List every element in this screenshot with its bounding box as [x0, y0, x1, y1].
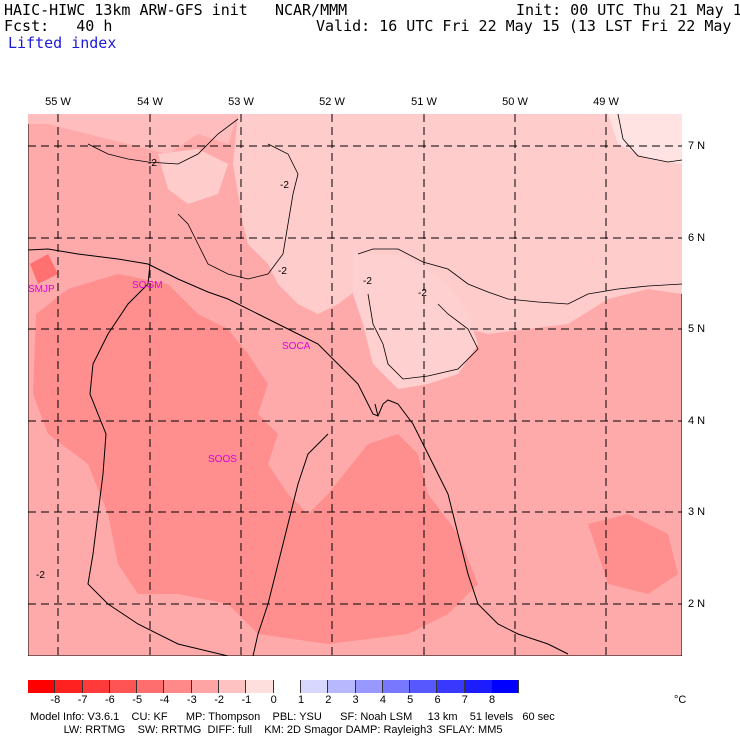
contour-label: -2	[363, 276, 372, 287]
lat-label: 3 N	[688, 506, 706, 518]
field-region-dark	[33, 274, 478, 644]
lat-label: 5 N	[688, 323, 706, 335]
colorbar-swatch	[437, 680, 465, 693]
colorbar-swatch	[382, 680, 411, 693]
colorbar-swatch	[164, 680, 192, 693]
lat-label: 6 N	[688, 232, 706, 244]
contours	[87, 114, 682, 380]
field-region-lighter	[608, 114, 682, 164]
colorbar-tick: 5	[407, 694, 414, 706]
colorbar-tick: -3	[186, 694, 197, 706]
contour-label: -2	[278, 266, 287, 277]
field-region-dark	[588, 514, 678, 594]
colorbar-swatch	[410, 680, 438, 693]
contour-label: -2	[418, 288, 427, 299]
lon-label: 53 W	[228, 96, 254, 108]
colorbar-swatch	[328, 680, 356, 693]
colorbar-tick: -8	[50, 694, 61, 706]
field-region-light	[28, 114, 238, 154]
model-info-line1: Model Info: V3.6.1 CU: KF MP: Thompson P…	[30, 711, 555, 723]
field-region-dark	[30, 254, 58, 284]
colorbar-tick: 2	[325, 694, 332, 706]
lon-label: 52 W	[319, 96, 345, 108]
forecast-hour: Fcst: 40 h	[4, 17, 113, 35]
lat-label: 4 N	[688, 415, 706, 427]
colorbar-tick: 6	[434, 694, 441, 706]
colorbar-swatch	[28, 680, 56, 693]
colorbar-tick: 4	[379, 694, 386, 706]
field-region-light	[158, 149, 228, 204]
colorbar-tick: -2	[214, 694, 224, 706]
colorbar-tick: -5	[132, 694, 143, 706]
field-region-light	[353, 254, 478, 389]
colorbar-tick: 7	[461, 694, 468, 706]
colorbar-swatch	[82, 680, 110, 693]
station-label: SMJP	[28, 284, 55, 295]
colorbar-swatch	[273, 680, 301, 693]
model-info-line2: LW: RRTMG SW: RRTMG DIFF: full KM: 2D Sm…	[30, 724, 503, 736]
colorbar-swatch	[219, 680, 247, 693]
colorbar-tick: -7	[77, 694, 88, 706]
colorbar-swatch	[246, 680, 274, 693]
field-name: Lifted index	[8, 34, 117, 52]
colorbar-tick: 0	[270, 694, 277, 706]
lifted-index-map: -2 -2 -2 -2 -2 -2 SMJP SOGM SOCA SOOS	[28, 114, 682, 656]
colorbar-swatch	[355, 680, 383, 693]
valid-time: Valid: 16 UTC Fri 22 May 15 (13 LST Fri …	[316, 17, 740, 35]
colorbar-unit: °C	[674, 694, 687, 706]
colorbar-tick: -6	[105, 694, 115, 706]
station-label: SOOS	[208, 454, 237, 465]
colorbar-swatch	[137, 680, 165, 693]
lat-label: 7 N	[688, 140, 706, 152]
colorbar-tick: 1	[297, 694, 305, 706]
colorbar-swatch	[300, 680, 329, 693]
colorbar-swatch	[55, 680, 83, 693]
lat-lon-grid	[28, 114, 682, 656]
colorbar-tick: -4	[159, 694, 170, 706]
coastlines-borders	[28, 248, 569, 656]
colorbar-tick: 3	[352, 694, 359, 706]
contour-label: -2	[36, 570, 45, 581]
colorbar-tick: -1	[241, 694, 252, 706]
model-title: HAIC-HIWC 13km ARW-GFS init NCAR/MMM	[4, 1, 348, 19]
lon-label: 49 W	[593, 96, 619, 108]
lon-label: 54 W	[137, 96, 163, 108]
colorbar	[28, 680, 520, 693]
lon-label: 51 W	[411, 96, 437, 108]
lat-label: 2 N	[688, 598, 706, 610]
contour-label: -2	[280, 180, 289, 191]
colorbar-swatch	[191, 680, 220, 693]
contour-label: -2	[148, 158, 157, 169]
station-label: SOGM	[132, 280, 163, 291]
colorbar-tick: 8	[489, 694, 496, 706]
lon-label: 55 W	[45, 96, 71, 108]
lon-label: 50 W	[502, 96, 528, 108]
colorbar-swatch	[492, 680, 520, 693]
colorbar-swatch	[464, 680, 493, 693]
field-region-light	[233, 114, 682, 334]
colorbar-swatch	[109, 680, 138, 693]
init-time: Init: 00 UTC Thu 21 May 15	[516, 1, 740, 19]
station-label: SOCA	[282, 341, 311, 352]
